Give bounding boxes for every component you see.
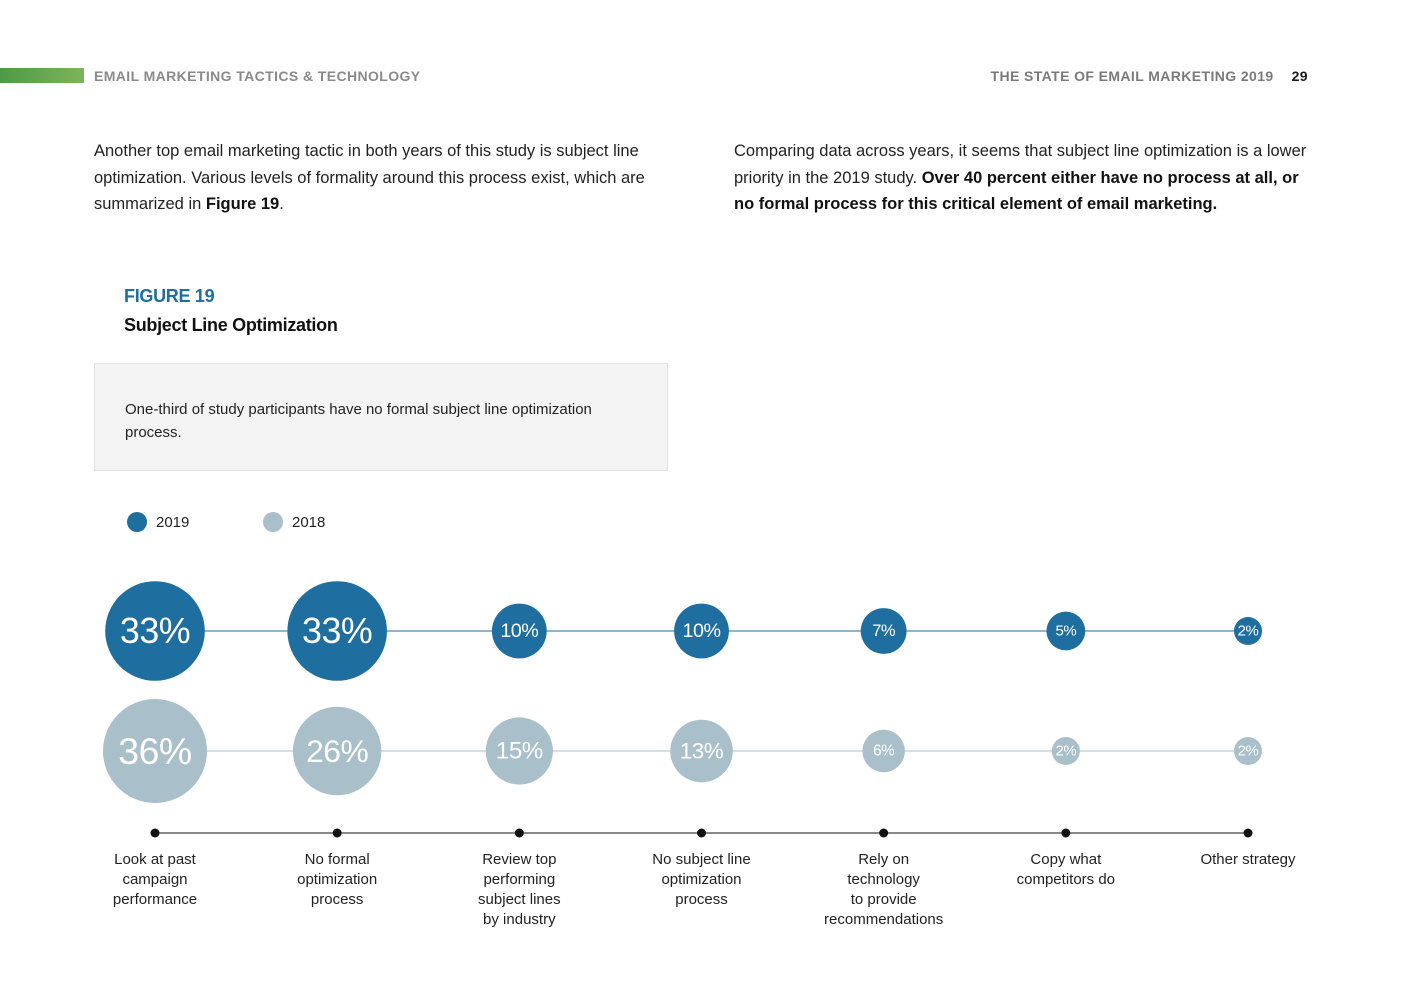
data-label-2019-2: 10% bbox=[500, 620, 538, 642]
axis-tick-dot-0 bbox=[150, 828, 160, 838]
data-label-2018-5: 2% bbox=[1055, 743, 1076, 760]
bubble-2019-4 bbox=[860, 608, 907, 654]
intro-right-text: Comparing data across years, it seems th… bbox=[734, 142, 1307, 187]
axis-tick-dot-1 bbox=[332, 828, 342, 838]
data-label-2019-0: 33% bbox=[120, 611, 190, 651]
intro-right-highlight: Over 40 percent either have no process a… bbox=[734, 168, 1299, 214]
bubble-2018-1 bbox=[292, 706, 382, 796]
data-label-2018-2: 15% bbox=[496, 738, 543, 765]
bubble-2019-2 bbox=[491, 603, 547, 659]
category-label-5: Copy what competitors do bbox=[1016, 851, 1116, 888]
intro-paragraph-right: Comparing data across years, it seems th… bbox=[734, 138, 1310, 218]
intro-paragraph-left: Another top email marketing tactic in bo… bbox=[94, 138, 670, 218]
figure-reference: Figure 19 bbox=[205, 195, 280, 213]
bubble-2019-0 bbox=[105, 581, 205, 681]
data-label-2019-6: 2% bbox=[1238, 623, 1259, 640]
legend-swatch-2019 bbox=[127, 512, 147, 532]
legend-label-2018: 2018 bbox=[292, 513, 326, 531]
report-name: THE STATE OF EMAIL MARKETING 2019 bbox=[990, 68, 1274, 84]
category-label-1: No formal optimization process bbox=[297, 851, 378, 908]
axis-tick-dot-4 bbox=[879, 828, 889, 838]
section-title: EMAIL MARKETING TACTICS & TECHNOLOGY bbox=[94, 68, 421, 84]
category-label-4: Rely on technology to provide recommenda… bbox=[824, 851, 944, 928]
axis-tick-dot-6 bbox=[1243, 828, 1253, 838]
category-label-6: Other strategy bbox=[1200, 851, 1296, 868]
page-number: 29 bbox=[1291, 68, 1308, 84]
bubble-2018-6 bbox=[1234, 737, 1262, 765]
axis-tick-dot-5 bbox=[1061, 828, 1071, 838]
legend-item-2018: 2018 bbox=[263, 512, 325, 532]
bubble-2019-1 bbox=[287, 581, 387, 681]
bubble-2019-5 bbox=[1046, 611, 1086, 651]
bubble-chart: 33% 33% 10% 10% 7% 5% 2% 36% 26% 15% 13% 6% 2% 2% bbox=[103, 581, 1262, 838]
data-label-2019-5: 5% bbox=[1055, 623, 1076, 640]
header-accent-bar bbox=[0, 68, 84, 83]
bubble-2018-0 bbox=[103, 699, 207, 803]
axis-tick-dot-3 bbox=[697, 828, 706, 838]
bubble-2018-2 bbox=[485, 717, 553, 785]
data-label-2018-6: 2% bbox=[1238, 743, 1259, 760]
bubble-2018-4 bbox=[862, 729, 905, 773]
category-label-3: No subject line optimization process bbox=[652, 851, 751, 908]
intro-left-text: Another top email marketing tactic in bo… bbox=[94, 142, 645, 213]
data-label-2018-3: 13% bbox=[680, 739, 724, 764]
bubble-2019-6 bbox=[1234, 617, 1262, 645]
data-label-2018-0: 36% bbox=[118, 730, 191, 772]
bubble-2018-5 bbox=[1051, 737, 1080, 765]
data-label-2019-3: 10% bbox=[683, 620, 721, 642]
callout-text: One-third of study participants have no … bbox=[125, 401, 592, 441]
legend-item-2019: 2019 bbox=[127, 512, 189, 532]
figure-title: Subject Line Optimization bbox=[124, 315, 338, 335]
data-label-2018-4: 6% bbox=[873, 743, 895, 760]
legend-label-2019: 2019 bbox=[156, 513, 190, 531]
data-label-2018-1: 26% bbox=[306, 733, 368, 769]
report-title: THE STATE OF EMAIL MARKETING 2019 29 bbox=[991, 68, 1309, 84]
bubble-2018-3 bbox=[670, 719, 733, 783]
axis-tick-dot-2 bbox=[514, 828, 524, 838]
figure-label: FIGURE 19 bbox=[124, 286, 215, 306]
category-label-2: Review top performing subject lines by i… bbox=[478, 851, 561, 928]
category-label-0: Look at past campaign performance bbox=[112, 851, 198, 908]
data-label-2019-1: 33% bbox=[302, 611, 372, 651]
intro-left-end: . bbox=[279, 195, 284, 213]
bubble-2019-3 bbox=[674, 603, 729, 659]
data-label-2019-4: 7% bbox=[872, 622, 896, 640]
legend-swatch-2018 bbox=[263, 512, 283, 532]
callout-box: One-third of study participants have no … bbox=[94, 363, 668, 471]
